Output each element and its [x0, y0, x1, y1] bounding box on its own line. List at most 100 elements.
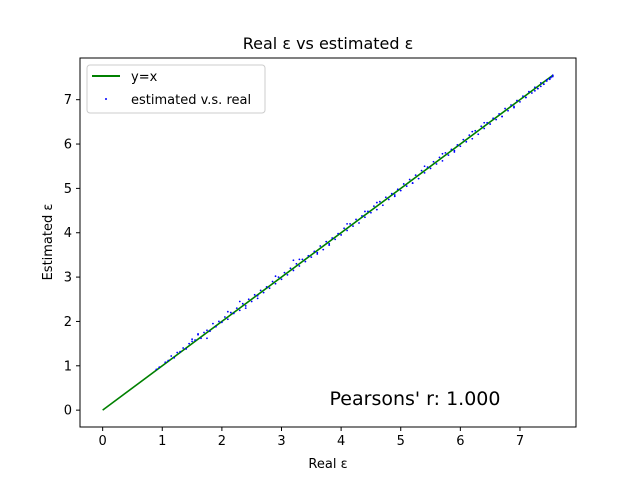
axes-frame — [79, 57, 577, 428]
scatter-point — [530, 92, 533, 94]
scatter-point — [480, 125, 483, 128]
scatter-point — [453, 149, 456, 152]
scatter-point — [265, 285, 268, 288]
scatter-point — [533, 89, 536, 92]
scatter-point — [191, 338, 193, 341]
scatter-point — [155, 368, 158, 371]
scatter-point — [468, 134, 471, 137]
scatter-point — [158, 366, 161, 369]
scatter-point — [209, 330, 211, 333]
scatter-point — [277, 276, 280, 278]
scatter-point — [215, 325, 217, 328]
scatter-point — [545, 80, 548, 82]
scatter-point — [423, 171, 426, 174]
scatter-point — [310, 256, 313, 259]
legend-marker-swatch — [105, 98, 107, 100]
scatter-point — [450, 148, 453, 151]
y-tick-label: 3 — [64, 271, 72, 286]
x-axis-label: Real ε — [308, 457, 347, 472]
scatter-point — [498, 112, 500, 115]
y-axis-label: Estimated ε — [41, 204, 56, 281]
y-tick-label: 6 — [64, 138, 72, 153]
scatter-point — [262, 291, 265, 294]
scatter-point — [274, 282, 277, 285]
scatter-point — [367, 210, 369, 213]
scatter-point — [244, 307, 247, 310]
scatter-point — [349, 222, 351, 225]
scatter-point — [536, 87, 539, 90]
scatter-point — [313, 250, 316, 253]
scatter-point — [271, 280, 274, 283]
scatter-point — [331, 237, 334, 239]
scatter-point — [550, 76, 552, 79]
plot-area — [102, 74, 554, 411]
scatter-point — [200, 337, 202, 340]
scatter-point — [492, 117, 495, 120]
scatter-point — [280, 278, 283, 281]
scatter-point — [548, 78, 551, 81]
scatter-point — [539, 85, 542, 88]
x-axis-ticks: 0 1 2 3 4 5 6 7 — [99, 427, 524, 449]
scatter-point — [164, 361, 167, 364]
scatter-point — [218, 320, 220, 323]
scatter-point — [292, 269, 295, 272]
scatter-point — [417, 177, 420, 180]
scatter-point — [364, 216, 366, 219]
scatter-point — [489, 123, 492, 125]
scatter-point — [411, 182, 414, 184]
scatter-point — [250, 300, 253, 303]
y-tick-label: 1 — [64, 359, 72, 374]
scatter-point — [179, 350, 182, 353]
scatter-point — [435, 163, 438, 165]
scatter-point — [170, 355, 173, 357]
scatter-point — [393, 194, 396, 196]
scatter-point — [459, 145, 462, 148]
scatter-point — [551, 74, 554, 77]
scatter-point — [355, 218, 357, 221]
scatter-point — [471, 130, 474, 133]
legend-box — [86, 64, 266, 114]
x-tick-label: 2 — [218, 434, 226, 449]
scatter-point — [337, 232, 340, 235]
scatter-point — [465, 140, 468, 143]
scatter-point — [286, 273, 289, 276]
scatter-point — [346, 222, 348, 225]
scatter-point — [432, 160, 435, 163]
scatter-point — [533, 86, 536, 89]
scatter-point — [408, 178, 411, 181]
x-tick-label: 3 — [277, 434, 285, 449]
scatter-point — [423, 165, 426, 168]
scatter-point — [346, 229, 348, 232]
scatter-point — [399, 189, 402, 192]
scatter-point — [420, 169, 423, 172]
pearson-annotation: Pearsons' r: 1.000 — [330, 388, 501, 410]
scatter-point — [378, 200, 381, 203]
scatter-point — [486, 121, 489, 124]
scatter-point — [551, 75, 554, 78]
scatter-point — [253, 293, 256, 296]
scatter-point — [238, 309, 241, 312]
scatter-point — [441, 159, 444, 162]
scatter-point — [206, 329, 208, 332]
series-line-y-equals-x — [102, 74, 554, 411]
scatter-point — [188, 342, 191, 345]
scatter-point — [375, 208, 378, 211]
scatter-point — [384, 196, 387, 199]
scatter-point — [387, 198, 390, 201]
scatter-point — [358, 222, 360, 224]
scatter-point — [525, 96, 527, 99]
scatter-point — [316, 253, 319, 255]
scatter-point — [244, 305, 247, 307]
x-tick-label: 1 — [158, 434, 166, 449]
scatter-point — [283, 271, 286, 274]
x-tick-label: 7 — [516, 434, 524, 449]
scatter-point — [223, 316, 226, 318]
scatter-point — [370, 211, 372, 214]
scatter-point — [471, 137, 474, 140]
legend-label-scatter: estimated v.s. real — [131, 93, 251, 108]
scatter-point — [316, 251, 319, 254]
scatter-point — [507, 109, 509, 112]
scatter-point — [289, 267, 292, 270]
scatter-point — [539, 81, 542, 84]
scatter-point — [396, 188, 399, 191]
